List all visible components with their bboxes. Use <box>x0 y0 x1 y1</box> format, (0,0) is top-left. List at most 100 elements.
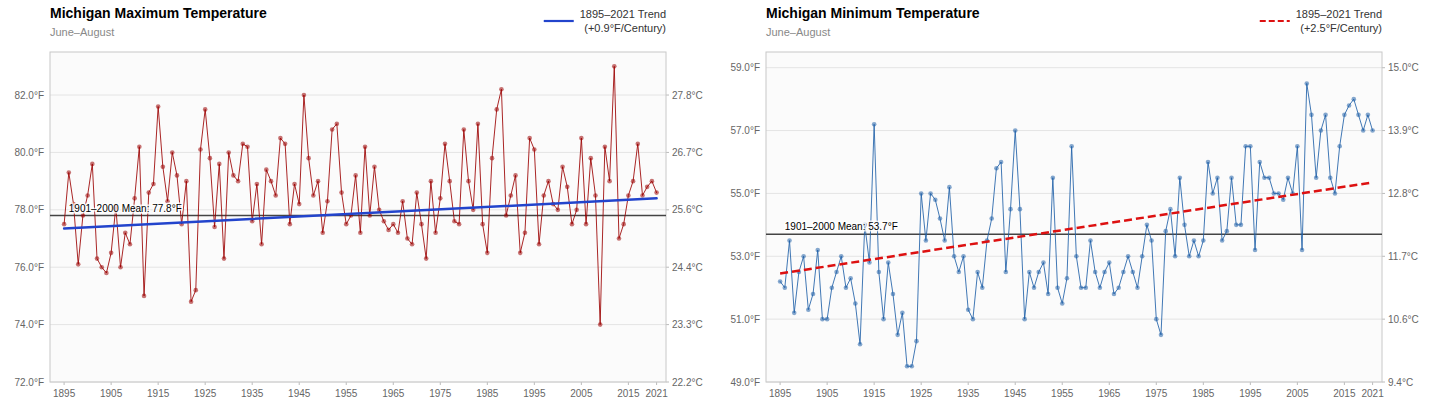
data-point <box>1229 175 1234 180</box>
data-point <box>1253 248 1258 253</box>
plot-frame <box>766 52 1382 382</box>
data-point <box>269 179 274 184</box>
data-point <box>909 364 914 369</box>
data-point <box>118 265 123 270</box>
data-point <box>1083 285 1088 290</box>
data-point <box>787 238 792 243</box>
data-point <box>1112 292 1117 297</box>
data-point <box>966 307 971 312</box>
data-point <box>414 190 419 195</box>
data-point <box>598 322 603 327</box>
data-point <box>881 317 886 322</box>
data-point <box>570 222 575 227</box>
data-point <box>485 251 490 256</box>
data-point <box>1060 301 1065 306</box>
data-point <box>1149 238 1154 243</box>
data-point <box>302 93 307 98</box>
y2-tick-label: 9.4°C <box>1388 377 1413 388</box>
data-point <box>1248 144 1253 149</box>
y-tick-label: 57.0°F <box>730 125 760 136</box>
grid-line <box>766 130 1382 131</box>
data-point <box>438 196 443 201</box>
data-point <box>1126 254 1131 259</box>
x-tick-label: 1995 <box>1239 388 1262 399</box>
data-point <box>1135 285 1140 290</box>
data-point <box>81 213 86 218</box>
data-point <box>1032 285 1037 290</box>
data-point <box>339 190 344 195</box>
data-point <box>631 179 636 184</box>
data-point <box>259 242 264 247</box>
x-tick-label: 1995 <box>523 388 546 399</box>
y2-tick-label: 27.8°C <box>672 90 703 101</box>
data-point <box>811 292 816 297</box>
x-tick-label: 1895 <box>769 388 792 399</box>
data-point <box>67 170 72 175</box>
data-point <box>603 144 608 149</box>
y-tick-label: 82.0°F <box>14 90 44 101</box>
data-point <box>947 185 952 190</box>
legend-label-line: 1895–2021 Trend <box>1296 8 1382 20</box>
data-point <box>1178 175 1183 180</box>
x-tick-label: 2021 <box>1361 388 1384 399</box>
data-point <box>1182 223 1187 228</box>
plot-area <box>50 64 666 327</box>
data-point <box>99 265 104 270</box>
data-point <box>905 364 910 369</box>
data-point <box>593 193 598 198</box>
data-point <box>231 173 236 178</box>
data-point <box>607 179 612 184</box>
data-point <box>853 301 858 306</box>
data-point <box>895 333 900 338</box>
data-point <box>363 144 368 149</box>
data-point <box>1276 191 1281 196</box>
data-point <box>1041 260 1046 265</box>
data-point <box>961 254 966 259</box>
mean-label: 1901–2000 Mean: 77.8°F <box>69 203 182 214</box>
data-point <box>1328 175 1333 180</box>
data-point <box>971 317 976 322</box>
data-point <box>527 136 532 141</box>
data-point <box>532 147 537 152</box>
data-point <box>844 285 849 290</box>
data-point <box>128 242 133 247</box>
grid-line <box>766 319 1382 320</box>
data-point <box>1210 191 1215 196</box>
legend-label-line: (+2.5°F/Century) <box>1300 22 1382 34</box>
y-tick-label: 53.0°F <box>730 251 760 262</box>
x-tick-label: 1945 <box>1004 388 1027 399</box>
data-point <box>900 311 905 316</box>
x-tick-label: 1975 <box>429 388 452 399</box>
data-point <box>1130 270 1135 275</box>
chart-title: Michigan Maximum Temperature <box>50 5 267 21</box>
data-point <box>1098 285 1103 290</box>
data-point <box>1027 270 1032 275</box>
data-point <box>806 307 811 312</box>
y2-tick-label: 11.7°C <box>1388 251 1418 262</box>
data-point <box>1008 207 1013 212</box>
data-point <box>212 225 217 230</box>
data-point <box>353 173 358 178</box>
data-point <box>778 279 783 284</box>
data-point <box>1074 254 1079 259</box>
data-point <box>635 142 640 147</box>
y2-tick-label: 24.4°C <box>672 262 703 273</box>
data-point <box>839 254 844 259</box>
data-point <box>504 213 509 218</box>
data-point <box>588 156 593 161</box>
data-point <box>325 199 330 204</box>
data-point <box>541 193 546 198</box>
y2-tick-label: 12.8°C <box>1388 188 1419 199</box>
data-point <box>783 285 788 290</box>
x-tick-label: 1955 <box>1051 388 1074 399</box>
y2-tick-label: 15.0°C <box>1388 62 1419 73</box>
plot-frame <box>50 52 666 382</box>
data-point <box>1333 191 1338 196</box>
x-tick-label: 1915 <box>863 388 886 399</box>
data-point <box>1036 270 1041 275</box>
data-point <box>494 107 499 112</box>
data-point <box>1140 254 1145 259</box>
data-point <box>382 219 387 224</box>
data-point <box>109 251 114 256</box>
data-point <box>320 230 325 235</box>
